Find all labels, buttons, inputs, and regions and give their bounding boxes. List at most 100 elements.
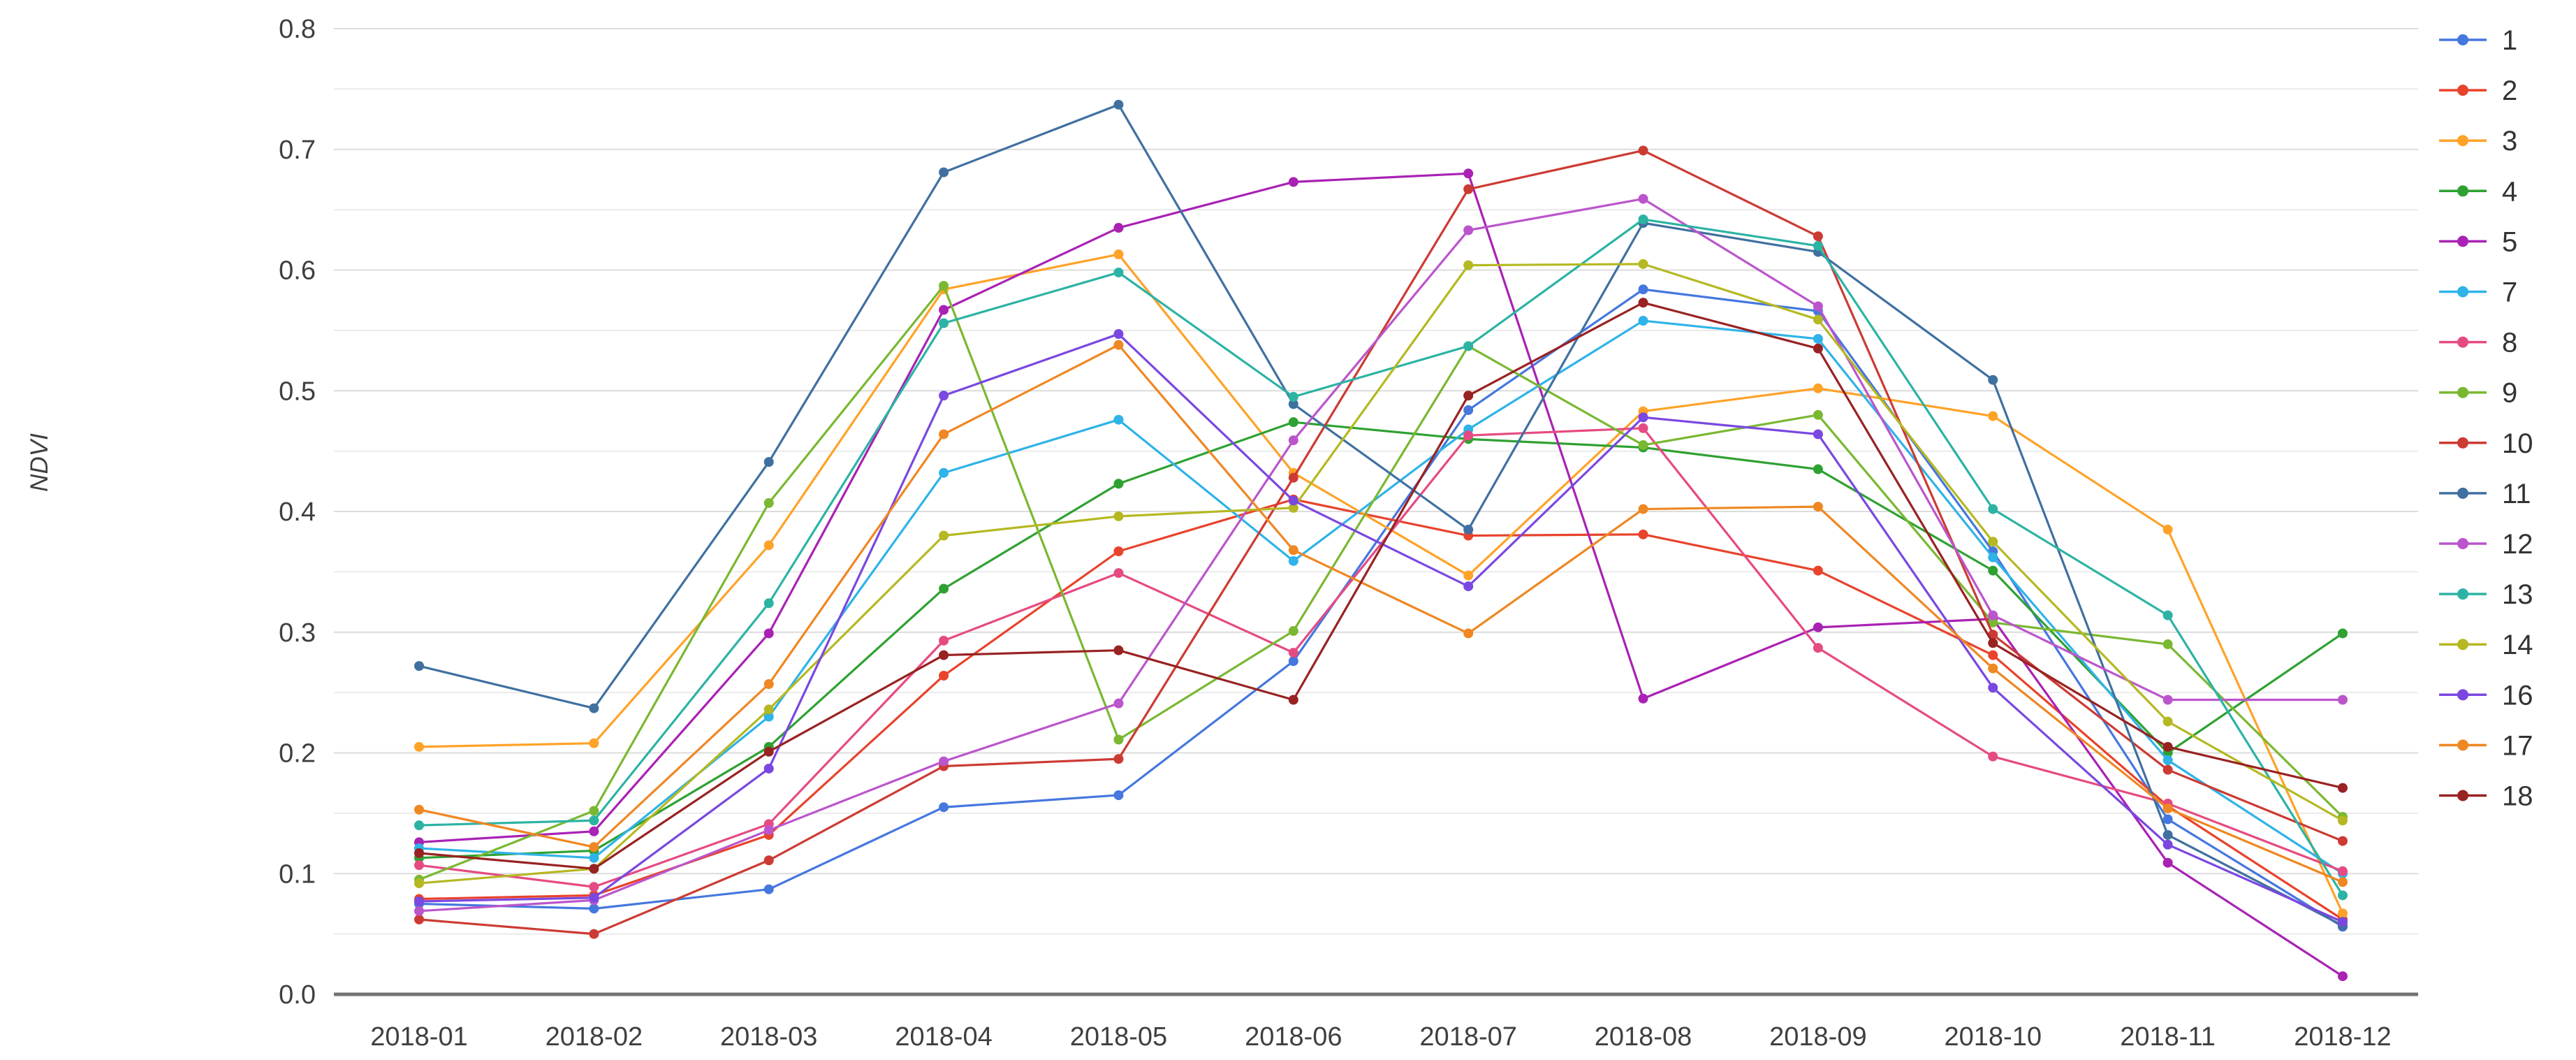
data-point-8 xyxy=(1638,423,1648,433)
data-point-9 xyxy=(1638,440,1648,450)
y-tick-label: 0.7 xyxy=(279,136,316,165)
data-point-16 xyxy=(1988,683,1998,693)
legend-swatch-dot xyxy=(2457,235,2468,247)
data-point-14 xyxy=(1638,259,1648,269)
data-point-5 xyxy=(1813,622,1823,632)
data-point-8 xyxy=(2337,866,2348,876)
data-point-1 xyxy=(763,884,774,894)
legend-swatch-dot xyxy=(2457,34,2468,45)
legend-swatch-dot xyxy=(2457,286,2468,298)
legend-item-11[interactable]: 11 xyxy=(2439,479,2531,509)
data-point-2 xyxy=(1113,546,1124,557)
data-point-1 xyxy=(939,802,949,813)
legend-item-1[interactable]: 1 xyxy=(2439,25,2517,56)
legend-item-3[interactable]: 3 xyxy=(2439,126,2517,157)
data-point-17 xyxy=(414,804,424,815)
data-point-17 xyxy=(1813,502,1823,512)
data-point-17 xyxy=(1638,504,1648,514)
data-point-11 xyxy=(589,703,599,713)
y-axis-title: NDVI xyxy=(26,433,53,492)
data-point-17 xyxy=(1288,545,1298,556)
data-point-11 xyxy=(939,167,949,177)
legend-swatch-dot xyxy=(2457,790,2468,801)
data-point-11 xyxy=(1988,375,1998,385)
data-point-18 xyxy=(1813,343,1823,354)
data-point-12 xyxy=(2337,695,2348,705)
legend-item-4[interactable]: 4 xyxy=(2439,176,2517,207)
legend-swatch-dot xyxy=(2457,185,2468,197)
data-point-14 xyxy=(1113,511,1124,521)
data-point-4 xyxy=(1113,479,1124,489)
y-tick-label: 0.3 xyxy=(279,618,316,648)
data-point-9 xyxy=(1813,409,1823,420)
x-tick-label: 2018-09 xyxy=(1769,1022,1866,1052)
data-point-16 xyxy=(1463,581,1474,592)
data-point-3 xyxy=(1988,411,1998,421)
data-point-1 xyxy=(2162,814,2173,825)
data-point-7 xyxy=(939,467,949,478)
legend-item-14[interactable]: 14 xyxy=(2439,630,2533,660)
data-point-13 xyxy=(1813,240,1823,251)
data-point-10 xyxy=(589,929,599,939)
series-line-14 xyxy=(418,263,2343,885)
series-line-18 xyxy=(418,301,2343,870)
legend-item-18[interactable]: 18 xyxy=(2439,781,2533,812)
data-point-1 xyxy=(589,903,599,914)
data-point-13 xyxy=(414,820,424,831)
data-point-10 xyxy=(1463,184,1474,194)
data-point-14 xyxy=(1288,502,1298,513)
data-point-9 xyxy=(1113,734,1124,745)
legend-swatch-dot xyxy=(2457,739,2468,751)
data-point-10 xyxy=(414,914,424,924)
data-point-9 xyxy=(939,280,949,291)
x-tick-label: 2018-11 xyxy=(2120,1022,2216,1052)
data-point-16 xyxy=(1288,495,1298,506)
data-point-1 xyxy=(1288,656,1298,667)
legend-item-label: 7 xyxy=(2502,277,2517,308)
data-point-5 xyxy=(939,305,949,315)
data-point-7 xyxy=(1638,316,1648,326)
legend-item-16[interactable]: 16 xyxy=(2439,680,2533,711)
legend-item-12[interactable]: 12 xyxy=(2439,529,2533,560)
data-point-12 xyxy=(1288,435,1298,446)
x-tick-label: 2018-12 xyxy=(2294,1022,2391,1052)
data-point-11 xyxy=(763,457,774,467)
data-point-13 xyxy=(2337,890,2348,901)
series-line-4 xyxy=(418,421,2343,859)
data-point-4 xyxy=(2337,628,2348,639)
legend-item-17[interactable]: 17 xyxy=(2439,730,2533,761)
legend-swatch-dot xyxy=(2457,588,2468,600)
data-point-18 xyxy=(1288,695,1298,705)
data-point-5 xyxy=(763,628,774,639)
data-point-16 xyxy=(2337,917,2348,927)
data-point-18 xyxy=(589,864,599,874)
data-point-7 xyxy=(589,852,599,863)
legend-item-5[interactable]: 5 xyxy=(2439,226,2517,257)
data-point-10 xyxy=(763,855,774,866)
data-point-16 xyxy=(2162,839,2173,850)
legend-item-9[interactable]: 9 xyxy=(2439,378,2517,409)
x-tick-label: 2018-01 xyxy=(370,1022,467,1052)
data-point-17 xyxy=(1463,628,1474,639)
legend-item-label: 13 xyxy=(2502,579,2533,610)
data-point-18 xyxy=(414,848,424,858)
data-point-7 xyxy=(1113,414,1124,425)
data-point-10 xyxy=(2337,836,2348,846)
legend-item-label: 5 xyxy=(2502,226,2517,257)
x-tick-label: 2018-06 xyxy=(1245,1022,1342,1052)
legend-item-2[interactable]: 2 xyxy=(2439,75,2517,106)
legend-swatch-dot xyxy=(2457,689,2468,701)
legend-item-label: 18 xyxy=(2502,781,2533,812)
legend-swatch-dot xyxy=(2457,85,2468,96)
data-point-13 xyxy=(1463,341,1474,351)
data-point-12 xyxy=(939,756,949,767)
legend-item-13[interactable]: 13 xyxy=(2439,579,2533,610)
data-point-14 xyxy=(1463,260,1474,270)
data-point-3 xyxy=(1113,249,1124,260)
data-point-9 xyxy=(589,806,599,816)
legend-item-10[interactable]: 10 xyxy=(2439,428,2533,459)
series-line-11 xyxy=(418,103,2343,927)
legend-item-8[interactable]: 8 xyxy=(2439,328,2517,358)
legend-item-7[interactable]: 7 xyxy=(2439,277,2517,308)
data-point-13 xyxy=(939,318,949,328)
